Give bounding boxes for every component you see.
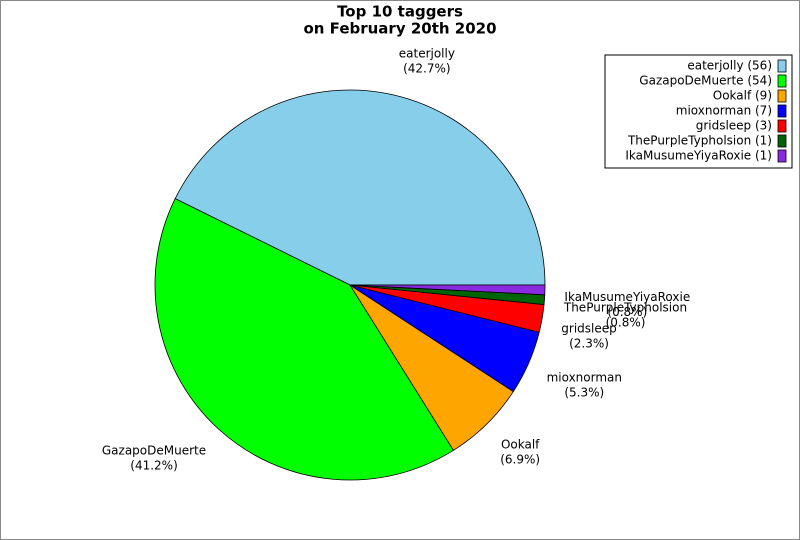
slice-label: IkaMusumeYiyaRoxie xyxy=(564,290,690,304)
legend-label: ThePurpleTypholsion (1) xyxy=(627,134,772,148)
legend-label: GazapoDeMuerte (54) xyxy=(639,74,772,88)
chart-title: Top 10 taggers xyxy=(337,3,463,21)
chart-title: on February 20th 2020 xyxy=(303,20,496,38)
legend-swatch xyxy=(777,74,787,88)
slice-label: mioxnorman xyxy=(547,370,622,384)
legend-box xyxy=(604,54,793,169)
legend-label: IkaMusumeYiyaRoxie (1) xyxy=(625,149,772,163)
pie-slice xyxy=(349,284,546,296)
legend-label: Ookalf (9) xyxy=(713,89,772,103)
legend-swatch xyxy=(777,134,787,148)
slice-label: ThePurpleTypholsion xyxy=(563,301,687,315)
legend-label: gridsleep (3) xyxy=(696,119,772,133)
pie-slice xyxy=(154,198,455,481)
slice-label: eaterjolly xyxy=(399,47,455,61)
pie-slice xyxy=(174,89,546,286)
legend-swatch xyxy=(777,59,787,73)
legend-swatch xyxy=(777,149,787,163)
slice-percent: (6.9%) xyxy=(500,453,540,467)
slice-label: GazapoDeMuerte xyxy=(102,444,206,458)
slice-percent: (5.3%) xyxy=(564,385,604,399)
legend-label: eaterjolly (56) xyxy=(687,59,772,73)
slice-label: gridsleep xyxy=(561,321,616,335)
slice-percent: (41.2%) xyxy=(130,459,177,473)
legend-swatch xyxy=(777,104,787,118)
legend-label: mioxnorman (7) xyxy=(676,104,772,118)
slice-label: Ookalf xyxy=(501,438,540,452)
slice-percent: (0.8%) xyxy=(606,316,646,330)
slice-percent: (0.8%) xyxy=(607,305,647,319)
slice-percent: (2.3%) xyxy=(569,336,609,350)
legend-swatch xyxy=(777,89,787,103)
legend-swatch xyxy=(777,119,787,133)
slice-percent: (42.7%) xyxy=(403,62,450,76)
